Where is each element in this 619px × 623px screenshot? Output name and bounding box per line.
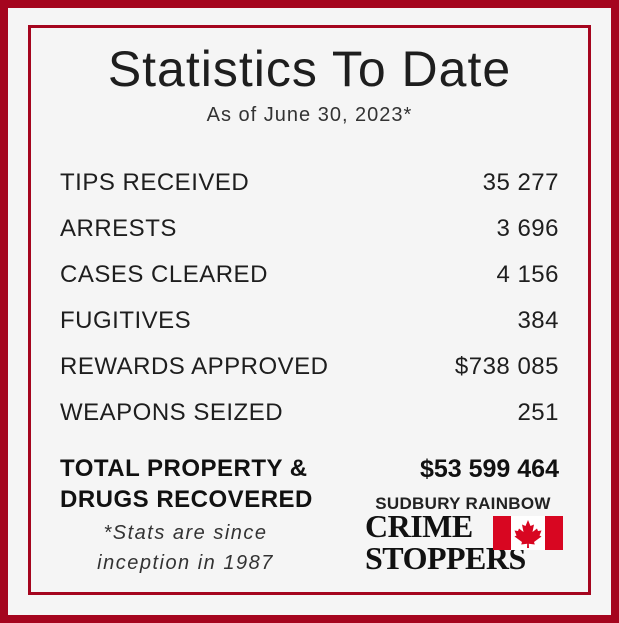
page-title: Statistics To Date bbox=[107, 41, 512, 97]
card: Statistics To Date As of June 30, 2023* … bbox=[8, 8, 611, 615]
total-label-line1: TOTAL PROPERTY & bbox=[60, 455, 308, 482]
stat-row-weapons: WEAPONS SEIZED 251 bbox=[60, 390, 559, 436]
stat-row-cases: CASES CLEARED 4 156 bbox=[60, 252, 559, 298]
footnote-line2: inception in 1987 bbox=[97, 552, 274, 574]
total-label: TOTAL PROPERTY & DRUGS RECOVERED bbox=[60, 453, 313, 515]
as-of-date: As of June 30, 2023* bbox=[206, 104, 413, 126]
stat-row-arrests: ARRESTS 3 696 bbox=[60, 206, 559, 252]
stat-row-rewards: REWARDS APPROVED $738 085 bbox=[60, 344, 559, 390]
footnote-line1: *Stats are since bbox=[103, 522, 268, 544]
card-border bbox=[28, 25, 591, 595]
stat-label: REWARDS APPROVED bbox=[60, 353, 329, 380]
logo-crime-text: CRIME bbox=[365, 508, 473, 544]
stat-value: 4 156 bbox=[496, 261, 559, 288]
crime-stoppers-logo: SUDBURY RAINBOW CRIME STOPPERS bbox=[363, 494, 563, 574]
stat-label: TIPS RECEIVED bbox=[60, 169, 250, 196]
stat-value: $738 085 bbox=[454, 353, 559, 380]
canada-flag-icon bbox=[493, 516, 563, 550]
stat-value: 35 277 bbox=[482, 169, 559, 196]
stat-row-fugitives: FUGITIVES 384 bbox=[60, 298, 559, 344]
stat-label: CASES CLEARED bbox=[60, 261, 268, 288]
stat-label: ARRESTS bbox=[60, 215, 177, 242]
stats-list: TIPS RECEIVED 35 277 ARRESTS 3 696 CASES… bbox=[60, 160, 559, 436]
stat-label: FUGITIVES bbox=[60, 307, 192, 334]
footnote: *Stats are since inception in 1987 bbox=[78, 518, 293, 578]
stat-label: WEAPONS SEIZED bbox=[60, 399, 284, 426]
stat-value: 384 bbox=[517, 307, 559, 334]
stat-value: 251 bbox=[517, 399, 559, 426]
total-label-line2: DRUGS RECOVERED bbox=[60, 486, 313, 513]
logo-top-text: SUDBURY RAINBOW bbox=[375, 494, 551, 513]
stat-value: 3 696 bbox=[496, 215, 559, 242]
stat-row-tips: TIPS RECEIVED 35 277 bbox=[60, 160, 559, 206]
total-value: $53 599 464 bbox=[419, 455, 559, 483]
